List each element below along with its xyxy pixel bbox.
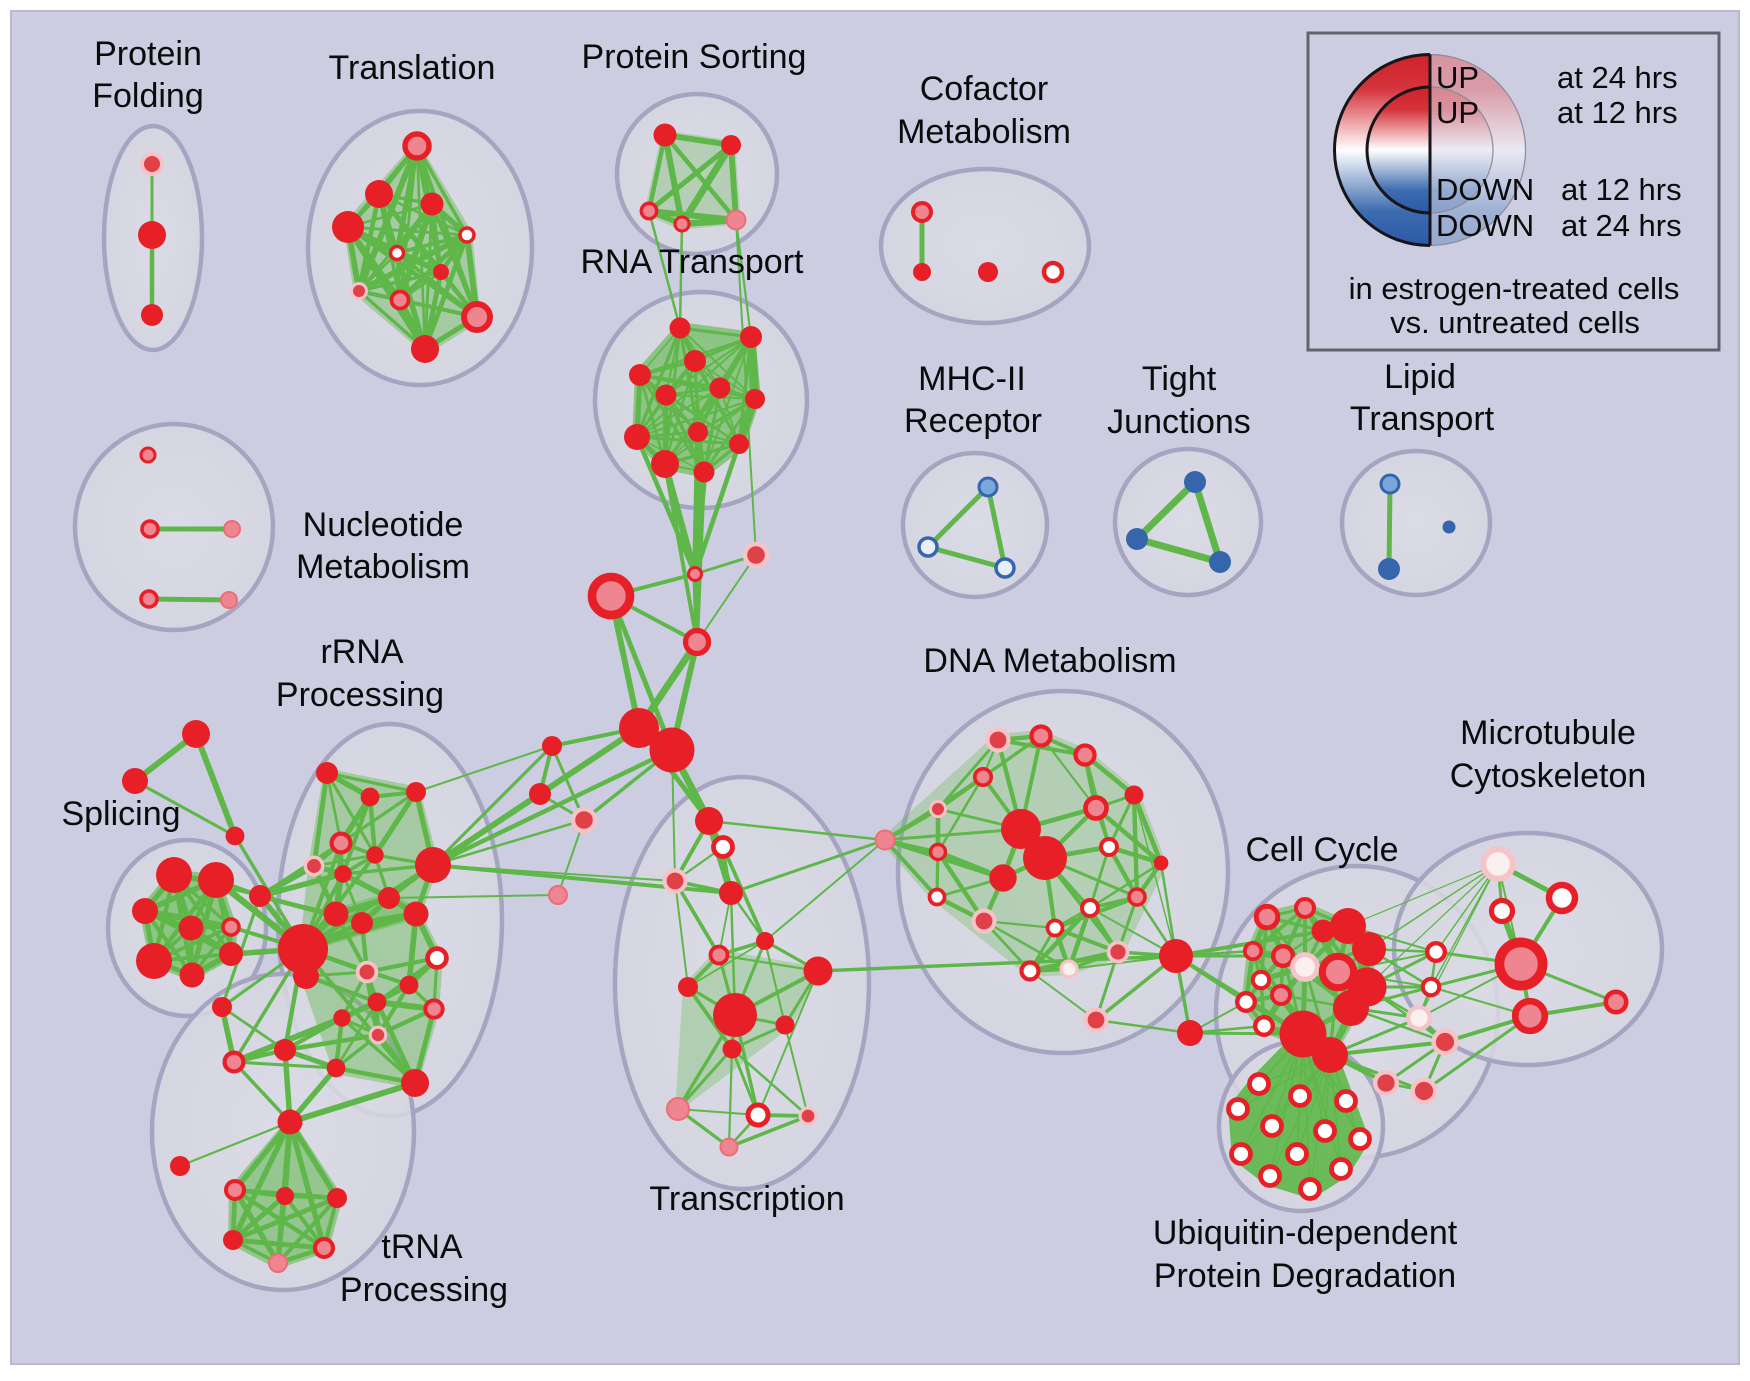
svg-text:Processing: Processing — [276, 676, 444, 714]
svg-text:DOWN: DOWN — [1436, 208, 1534, 243]
svg-text:Ubiquitin-dependent: Ubiquitin-dependent — [1153, 1214, 1458, 1252]
svg-text:at 12 hrs: at 12 hrs — [1557, 95, 1678, 130]
svg-text:rRNA: rRNA — [320, 633, 403, 671]
svg-text:Nucleotide: Nucleotide — [303, 506, 464, 544]
svg-text:Lipid: Lipid — [1384, 358, 1456, 396]
svg-text:Cytoskeleton: Cytoskeleton — [1450, 757, 1647, 795]
svg-text:Protein Degradation: Protein Degradation — [1154, 1257, 1456, 1295]
svg-text:UP: UP — [1436, 60, 1479, 95]
svg-text:UP: UP — [1436, 95, 1479, 130]
svg-text:Cofactor: Cofactor — [920, 70, 1049, 108]
svg-text:Protein Sorting: Protein Sorting — [582, 38, 807, 76]
svg-text:Transcription: Transcription — [649, 1180, 844, 1218]
svg-text:Junctions: Junctions — [1107, 403, 1251, 441]
svg-text:DNA Metabolism: DNA Metabolism — [923, 642, 1176, 680]
svg-text:Tight: Tight — [1142, 360, 1217, 398]
svg-text:Metabolism: Metabolism — [897, 113, 1071, 151]
svg-text:Translation: Translation — [329, 49, 496, 87]
svg-text:tRNA: tRNA — [381, 1228, 463, 1266]
svg-text:in estrogen-treated cells: in estrogen-treated cells — [1349, 271, 1680, 306]
svg-text:vs. untreated cells: vs. untreated cells — [1390, 305, 1640, 340]
svg-text:Splicing: Splicing — [61, 795, 180, 833]
svg-text:Protein: Protein — [94, 35, 202, 73]
svg-text:Microtubule: Microtubule — [1460, 714, 1636, 752]
svg-text:DOWN: DOWN — [1436, 172, 1534, 207]
svg-text:Metabolism: Metabolism — [296, 548, 470, 586]
svg-text:at 12 hrs: at 12 hrs — [1561, 172, 1682, 207]
svg-text:Folding: Folding — [92, 77, 204, 115]
svg-text:Processing: Processing — [340, 1271, 508, 1309]
svg-text:Receptor: Receptor — [904, 402, 1042, 440]
svg-text:at 24 hrs: at 24 hrs — [1557, 60, 1678, 95]
svg-text:Cell Cycle: Cell Cycle — [1245, 831, 1398, 869]
svg-text:at 24 hrs: at 24 hrs — [1561, 208, 1682, 243]
svg-text:RNA Transport: RNA Transport — [581, 243, 805, 281]
svg-text:MHC-II: MHC-II — [918, 360, 1026, 398]
svg-text:Transport: Transport — [1350, 400, 1495, 438]
